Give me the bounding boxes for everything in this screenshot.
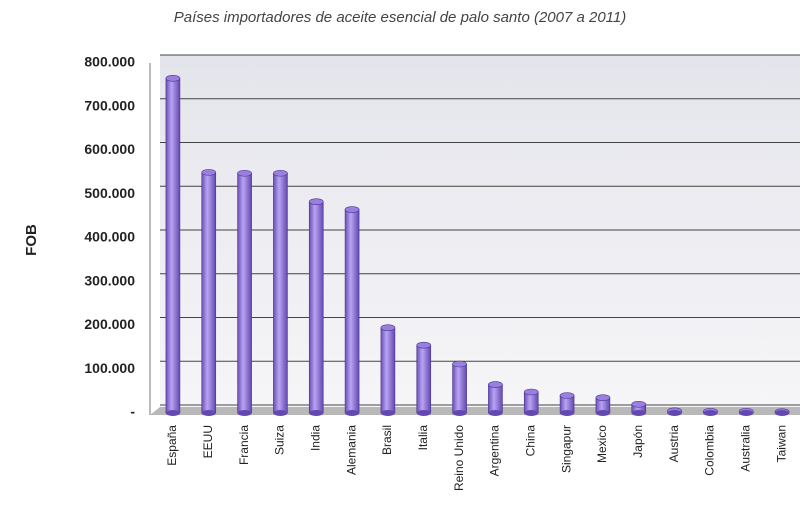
bar (380, 327, 396, 414)
bar (416, 344, 432, 414)
bar-base (273, 410, 288, 416)
bar-base (524, 410, 539, 416)
y-tick-label: 500.000 (84, 185, 135, 201)
bar (165, 78, 181, 414)
bar-base (631, 410, 646, 416)
y-tick-label: 100.000 (84, 360, 135, 376)
bar-cap (273, 169, 288, 177)
bar-base (165, 410, 180, 416)
bar-base (560, 410, 575, 416)
x-tick-label: Australia (738, 425, 752, 472)
y-tick-label: 800.000 (84, 54, 135, 70)
x-tick-label: Reino Unido (452, 425, 466, 491)
bar-base (345, 410, 360, 416)
bar-base (703, 410, 718, 416)
x-tick-label: EEUU (201, 425, 215, 458)
bar-base (237, 410, 252, 416)
x-tick-label: Brasil (380, 425, 394, 455)
bar-cap (452, 360, 467, 368)
x-tick-label: España (165, 425, 179, 466)
bar-cap (201, 169, 217, 176)
x-tick-label: India (308, 425, 322, 451)
bar-base (739, 410, 754, 416)
bar-base (380, 410, 395, 416)
y-tick-label: 700.000 (84, 97, 135, 113)
bar-base (667, 410, 682, 416)
bar-base (201, 410, 216, 416)
bar-cap (165, 75, 181, 82)
x-tick-label: Singapur (559, 425, 573, 473)
bar-base (775, 410, 790, 416)
bar (344, 209, 360, 414)
bar (201, 172, 217, 414)
bar-base (488, 410, 503, 416)
x-tick-label: China (523, 425, 537, 457)
bar-cap (308, 198, 324, 205)
x-tick-label: Colombia (703, 425, 717, 476)
bar (273, 172, 288, 414)
x-tick-label: Taiwan (774, 425, 788, 462)
x-tick-label: Italia (416, 425, 430, 451)
bar-cap (237, 169, 252, 177)
bar-cap (631, 400, 647, 408)
y-tick-label: 300.000 (84, 272, 135, 288)
bar-cap (380, 324, 396, 331)
bar-cap (488, 381, 503, 388)
bar (237, 172, 252, 414)
x-tick-label: Mexico (595, 425, 609, 463)
bar-base (595, 410, 610, 416)
bar-cap (416, 341, 432, 349)
bar-cap (559, 392, 575, 399)
y-tick-label: 200.000 (84, 316, 135, 332)
back-wall (160, 55, 800, 407)
x-tick-label: Alemania (344, 425, 358, 475)
bar (488, 384, 503, 414)
bar (452, 363, 467, 414)
y-tick-label: 400.000 (84, 229, 135, 245)
x-tick-label: Austria (667, 425, 681, 463)
x-tick-label: Suiza (273, 425, 287, 455)
x-tick-label: Japón (631, 425, 645, 458)
bar-cap (523, 388, 539, 396)
y-tick-label: 600.000 (84, 141, 135, 157)
chart-title: Países importadores de aceite esencial d… (174, 9, 627, 26)
bar-base (309, 410, 324, 416)
bar-cap (595, 394, 611, 401)
y-axis-title: FOB (23, 224, 40, 256)
bar-base (416, 410, 431, 416)
bar (308, 201, 324, 414)
y-tick-label: - (130, 404, 135, 420)
x-tick-label: Argentina (488, 425, 502, 477)
bar-cap (344, 206, 360, 213)
bar-base (452, 410, 467, 416)
x-tick-label: Francia (237, 425, 251, 465)
